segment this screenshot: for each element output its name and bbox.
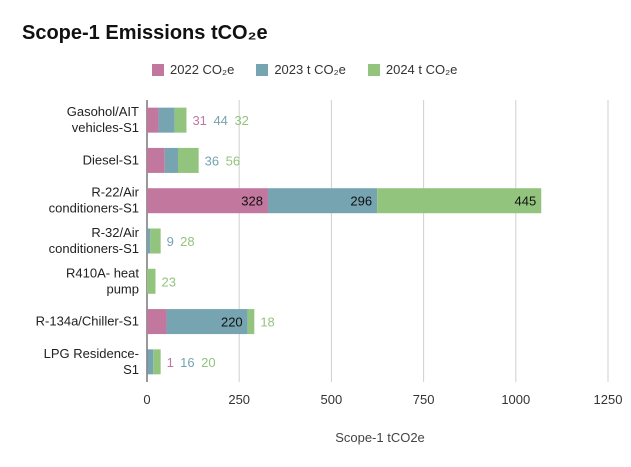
legend-swatch-2022 — [152, 63, 164, 76]
legend-label-2023: 2023 t CO₂e — [274, 62, 346, 77]
x-tick-label: 1000 — [501, 392, 530, 407]
data-label: 1 — [167, 355, 174, 370]
bar-segment — [153, 349, 161, 375]
bar-segment — [147, 268, 156, 294]
bar-segment — [267, 188, 378, 214]
category-label: Diesel-S1 — [83, 152, 139, 167]
bar-segment — [377, 188, 542, 214]
x-tick-label: 500 — [321, 392, 343, 407]
legend-swatch-2023 — [256, 63, 269, 76]
category-label: R-32/Air conditioners-S1 — [49, 225, 140, 256]
category-label: R-22/Air conditioners-S1 — [49, 185, 140, 216]
data-label: 44 — [213, 113, 227, 128]
x-tick-label: 250 — [228, 392, 250, 407]
bar-segment — [166, 309, 248, 335]
data-label: 16 — [180, 355, 194, 370]
bar-segment — [147, 107, 159, 133]
category-label: R410A- heat pump — [66, 265, 139, 296]
data-label: 36 — [205, 153, 219, 168]
data-label: 328 — [241, 194, 263, 209]
legend-swatch-2024 — [367, 63, 380, 76]
data-label: 56 — [226, 153, 240, 168]
legend-item-2023: 2023 t CO₂e — [256, 62, 346, 77]
data-label: 445 — [515, 194, 537, 209]
legend-item-2022: 2022 CO₂e — [152, 62, 234, 77]
x-tick-label: 0 — [143, 392, 150, 407]
data-label: 9 — [167, 234, 174, 249]
category-label: R-134a/Chiller-S1 — [36, 314, 139, 329]
x-tick-label: 750 — [413, 392, 435, 407]
chart-title: Scope-1 Emissions tCO₂e — [22, 22, 268, 44]
bar-segment — [164, 147, 178, 173]
x-axis-label: Scope-1 tCO2e — [335, 430, 425, 445]
data-label: 220 — [221, 315, 243, 330]
category-label: Gasohol/AIT vehicles-S1 — [67, 104, 139, 135]
legend-item-2024: 2024 t CO₂e — [367, 62, 458, 77]
bar-segment — [147, 349, 154, 375]
data-label: 18 — [260, 315, 274, 330]
data-label: 296 — [350, 194, 372, 209]
data-label: 48 — [148, 153, 162, 168]
chart-legend: 2022 CO₂e 2023 t CO₂e 2024 t CO₂e — [152, 62, 479, 77]
legend-label-2024: 2024 t CO₂e — [385, 62, 458, 77]
data-label: 20 — [201, 355, 215, 370]
x-tick-label: 1250 — [594, 392, 623, 407]
bar-segment — [147, 188, 268, 214]
bar-segment — [247, 309, 255, 335]
bar-segment — [174, 107, 187, 133]
data-label: 28 — [180, 234, 194, 249]
data-label: 31 — [192, 113, 206, 128]
bar-segment — [158, 107, 175, 133]
data-label: 23 — [161, 274, 175, 289]
category-label: LPG Residence-S1 — [44, 346, 139, 377]
bar-segment — [150, 228, 161, 254]
bar-segment — [177, 147, 199, 173]
bar-segment — [147, 309, 167, 335]
data-label: 53 — [150, 315, 164, 330]
legend-label-2022: 2022 CO₂e — [170, 62, 235, 77]
data-label: 32 — [234, 113, 248, 128]
bar-segment — [147, 147, 165, 173]
bar-segment — [147, 228, 151, 254]
